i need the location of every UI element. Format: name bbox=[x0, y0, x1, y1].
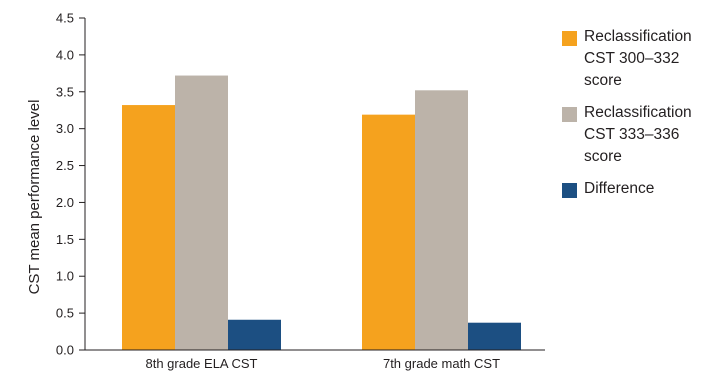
legend-label-series-1: Reclassification CST 300–332 score bbox=[584, 28, 692, 89]
bars bbox=[122, 75, 521, 351]
y-tick-label-9: 4.5 bbox=[56, 11, 74, 26]
y-axis-label: CST mean performance level bbox=[26, 100, 43, 295]
y-tick-label-7: 3.5 bbox=[56, 84, 74, 99]
y-axis-ticks: 0.0 0.5 1.0 1.5 2.0 2.5 3.0 3.5 4.0 4.5 bbox=[56, 11, 85, 358]
bar-1-1 bbox=[415, 90, 468, 351]
legend-label-difference: Difference bbox=[584, 180, 655, 197]
legend-swatch-series-2 bbox=[562, 107, 577, 122]
legend-swatch-difference bbox=[562, 183, 577, 198]
y-tick-label-0: 0.0 bbox=[56, 343, 74, 358]
x-category-label-1: 7th grade math CST bbox=[383, 356, 500, 371]
bar-0-0 bbox=[122, 105, 175, 351]
y-tick-label-1: 0.5 bbox=[56, 306, 74, 321]
y-tick-label-3: 1.5 bbox=[56, 232, 74, 247]
legend-swatch-series-1 bbox=[562, 31, 577, 46]
x-axis-labels: 8th grade ELA CST 7th grade math CST bbox=[145, 356, 500, 371]
legend-label-series-2: Reclassification CST 333–336 score bbox=[584, 104, 692, 165]
bar-0-2 bbox=[228, 319, 281, 350]
y-tick-label-6: 3.0 bbox=[56, 121, 74, 136]
y-tick-label-8: 4.0 bbox=[56, 47, 74, 62]
y-tick-label-5: 2.5 bbox=[56, 158, 74, 173]
legend-item-series-2: Reclassification CST 333–336 score bbox=[562, 102, 709, 168]
bar-0-1 bbox=[175, 75, 228, 351]
x-category-label-0: 8th grade ELA CST bbox=[145, 356, 257, 371]
legend-item-difference: Difference bbox=[562, 178, 709, 200]
chart-legend: Reclassification CST 300–332 score Recla… bbox=[562, 26, 709, 210]
bar-1-2 bbox=[468, 322, 521, 350]
y-tick-label-2: 1.0 bbox=[56, 269, 74, 284]
legend-item-series-1: Reclassification CST 300–332 score bbox=[562, 26, 709, 92]
bar-1-0 bbox=[362, 114, 415, 350]
y-tick-label-4: 2.0 bbox=[56, 195, 74, 210]
